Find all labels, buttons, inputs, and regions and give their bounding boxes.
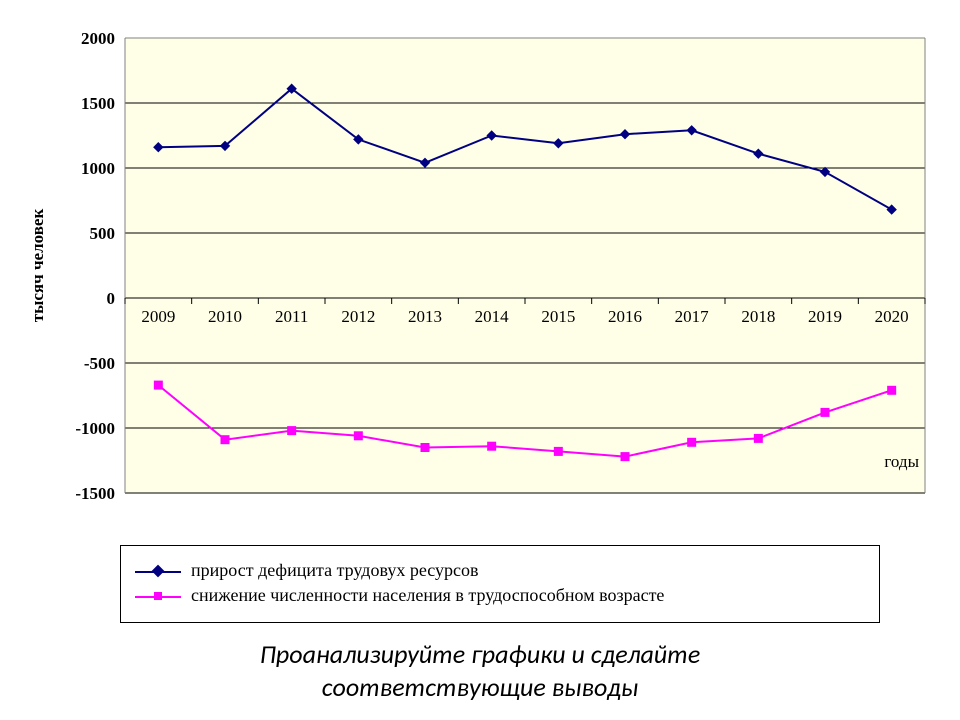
legend-label: снижение численности населения в трудосп… — [191, 585, 664, 606]
svg-text:2015: 2015 — [541, 307, 575, 326]
svg-text:2020: 2020 — [875, 307, 909, 326]
svg-text:-1000: -1000 — [75, 419, 115, 438]
svg-text:1500: 1500 — [81, 94, 115, 113]
svg-text:тысяч человек: тысяч человек — [28, 209, 47, 323]
svg-text:2014: 2014 — [475, 307, 510, 326]
svg-text:2016: 2016 — [608, 307, 642, 326]
svg-text:2017: 2017 — [675, 307, 710, 326]
legend-swatch — [135, 587, 181, 605]
line-chart: -1500 -1000 -500 0 500 1000 1500 2000 тысяч чело… — [25, 28, 935, 528]
svg-text:-1500: -1500 — [75, 484, 115, 503]
svg-text:0: 0 — [107, 289, 116, 308]
svg-text:1000: 1000 — [81, 159, 115, 178]
legend-swatch — [135, 562, 181, 580]
svg-text:2000: 2000 — [81, 29, 115, 48]
svg-text:2018: 2018 — [741, 307, 775, 326]
svg-text:2012: 2012 — [341, 307, 375, 326]
legend-item-population_decline: снижение численности населения в трудосп… — [135, 585, 865, 606]
svg-text:-500: -500 — [84, 354, 115, 373]
legend-item-deficit_growth: прирост дефицита трудовух ресурсов — [135, 560, 865, 581]
chart-container: -1500 -1000 -500 0 500 1000 1500 2000 тысяч чело… — [25, 28, 935, 528]
svg-text:2019: 2019 — [808, 307, 842, 326]
svg-text:2010: 2010 — [208, 307, 242, 326]
svg-text:годы: годы — [884, 452, 919, 471]
caption-line-1: Проанализируйте графики и сделайте — [0, 638, 960, 671]
legend: прирост дефицита трудовух ресурсов снижен… — [120, 545, 880, 623]
svg-text:2011: 2011 — [275, 307, 308, 326]
caption: Проанализируйте графики и сделайте соотв… — [0, 638, 960, 703]
caption-line-2: соответствующие выводы — [0, 671, 960, 704]
legend-label: прирост дефицита трудовух ресурсов — [191, 560, 479, 581]
svg-text:500: 500 — [90, 224, 116, 243]
svg-text:2013: 2013 — [408, 307, 442, 326]
svg-text:2009: 2009 — [141, 307, 175, 326]
